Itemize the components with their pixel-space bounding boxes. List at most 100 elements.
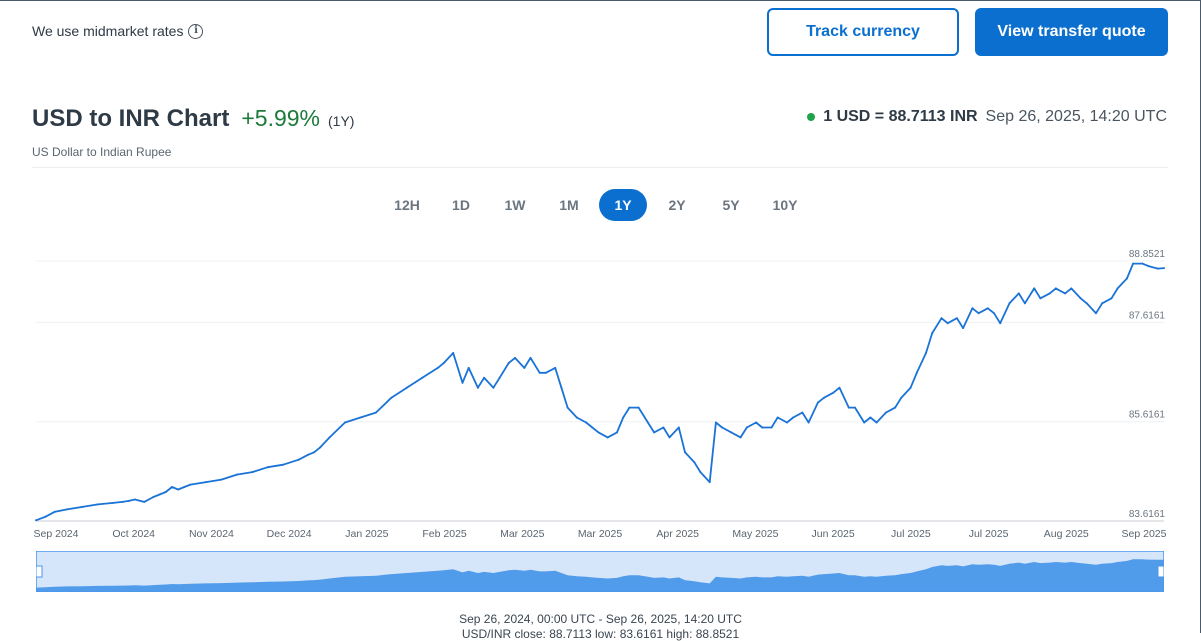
live-status-dot <box>807 113 816 121</box>
tab-5y[interactable]: 5Y <box>722 197 740 213</box>
tab-2y[interactable]: 2Y <box>668 197 686 213</box>
data-point <box>514 356 516 359</box>
data-point <box>745 426 748 429</box>
data-point <box>646 421 649 424</box>
data-point <box>616 431 618 434</box>
data-point <box>374 411 377 414</box>
page-title: USD to INR Chart <box>32 105 230 132</box>
x-tick-label: Feb 2025 <box>422 528 467 540</box>
tab-1w[interactable]: 1W <box>504 197 526 213</box>
data-point <box>993 312 995 315</box>
data-point <box>786 421 788 424</box>
current-rate: 1 USD = 88.7113 INR Sep 26, 2025, 14:20 … <box>807 108 1167 126</box>
data-point <box>1116 287 1119 290</box>
tab-10y[interactable]: 10Y <box>772 197 798 213</box>
data-point <box>152 496 155 498</box>
data-point <box>1070 287 1073 290</box>
data-point <box>1156 267 1159 270</box>
data-point <box>668 436 671 439</box>
navigator-area <box>36 559 1164 592</box>
data-point <box>915 371 918 374</box>
data-point <box>838 386 841 389</box>
data-point <box>158 493 161 496</box>
data-point <box>1054 287 1057 290</box>
data-point <box>235 473 238 476</box>
data-point <box>739 436 742 439</box>
x-tick-label: May 2025 <box>732 528 778 540</box>
data-point <box>894 406 897 409</box>
data-point <box>35 519 37 522</box>
data-point <box>847 406 850 409</box>
data-point <box>1101 302 1104 305</box>
data-point <box>1095 312 1097 315</box>
data-point <box>801 411 804 414</box>
tab-1y[interactable]: 1Y <box>599 189 647 221</box>
tab-12h[interactable]: 12H <box>394 197 420 213</box>
data-point <box>1141 262 1144 265</box>
data-point <box>143 500 146 503</box>
data-point <box>121 500 124 503</box>
x-tick-label: Jul 2025 <box>969 528 1009 540</box>
track-currency-button[interactable]: Track currency <box>767 8 959 56</box>
data-point <box>328 436 331 439</box>
data-point <box>344 421 346 424</box>
x-tick-label: Nov 2024 <box>189 528 234 540</box>
data-point <box>189 483 192 486</box>
data-point <box>606 436 609 439</box>
range-navigator[interactable] <box>36 551 1164 592</box>
data-point <box>529 356 532 359</box>
navigator-handle-left[interactable] <box>36 565 43 578</box>
data-point <box>1110 297 1113 300</box>
data-point <box>628 406 631 409</box>
x-tick-label: Apr 2025 <box>656 528 699 540</box>
data-point <box>205 481 207 484</box>
data-point <box>297 458 300 461</box>
data-point <box>266 466 269 469</box>
data-point <box>946 322 949 325</box>
data-point <box>442 361 445 364</box>
data-point <box>164 491 167 493</box>
data-point <box>476 386 479 389</box>
data-point <box>183 486 186 488</box>
data-point <box>452 352 455 354</box>
tab-1d[interactable]: 1D <box>452 197 470 213</box>
data-point <box>461 381 464 384</box>
data-point <box>1085 302 1088 305</box>
date-range: Sep 26, 2024, 00:00 UTC - Sep 26, 2025, … <box>459 612 742 626</box>
data-point <box>421 376 424 379</box>
info-icon[interactable]: i <box>188 23 204 39</box>
data-point <box>53 510 56 513</box>
y-tick-label: 88.8521 <box>1129 249 1166 260</box>
midmarket-note: We use midmarket rates i <box>32 23 204 39</box>
x-tick-label: Jul 2025 <box>891 528 931 540</box>
data-point <box>1079 297 1082 300</box>
data-point <box>955 317 958 320</box>
data-point <box>544 371 547 374</box>
data-point <box>925 352 927 354</box>
data-point <box>1033 287 1036 290</box>
x-tick-label: Aug 2025 <box>1044 528 1089 540</box>
y-tick-label: 83.6161 <box>1129 509 1166 520</box>
data-point <box>251 471 254 474</box>
data-point <box>313 451 316 454</box>
page-subtitle: US Dollar to Indian Rupee <box>32 145 172 159</box>
data-point <box>507 361 510 364</box>
line-chart: 83.6161 85.6161 87.6161 88.8521 Sep 2024 Oct … <box>34 249 1167 540</box>
data-point <box>171 486 173 488</box>
navigator-handle-right[interactable] <box>1157 565 1164 578</box>
x-tick-label: Mar 2025 <box>500 528 545 540</box>
rate-value: 1 USD = 88.7113 INR <box>823 108 978 125</box>
data-point <box>823 396 826 399</box>
data-point <box>81 505 84 508</box>
y-tick-label: 87.6161 <box>1129 310 1166 321</box>
data-point <box>999 322 1002 325</box>
data-point <box>755 421 758 424</box>
data-point <box>863 421 866 424</box>
data-point <box>319 446 322 449</box>
data-point <box>770 426 773 429</box>
view-transfer-quote-button[interactable]: View transfer quote <box>975 8 1168 56</box>
top-bar: We use midmarket rates i Track currency … <box>0 1 1201 63</box>
data-point <box>538 371 541 374</box>
data-point <box>566 406 569 409</box>
tab-1m[interactable]: 1M <box>559 197 579 213</box>
